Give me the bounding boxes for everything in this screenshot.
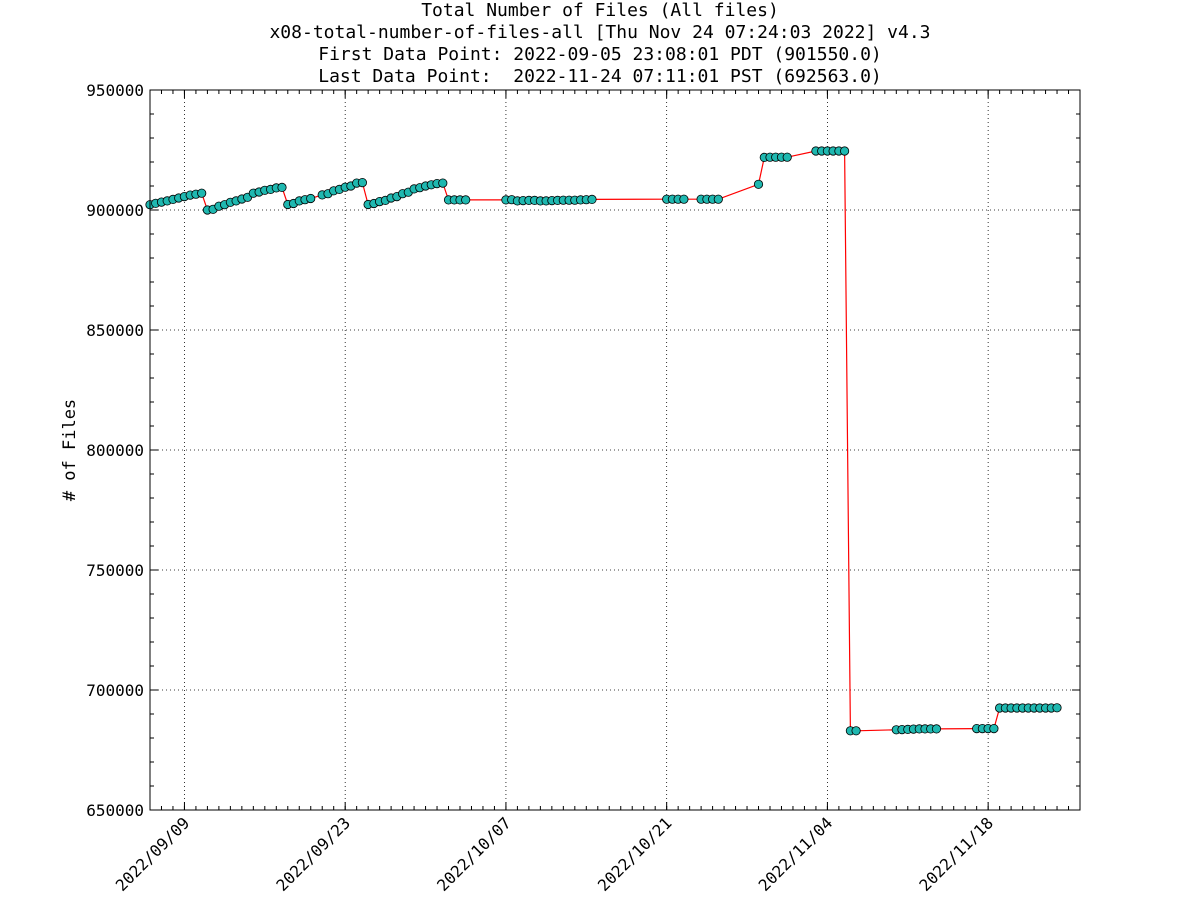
x-tick-label: 2022/09/09: [112, 813, 194, 895]
chart-title: Total Number of Files (All files): [421, 0, 779, 21]
x-tick-label: 2022/10/07: [433, 813, 515, 895]
x-tick-label: 2022/09/23: [272, 813, 354, 895]
chart-subtitle-3: Last Data Point: 2022-11-24 07:11:01 PST…: [318, 66, 882, 87]
data-point: [851, 726, 861, 736]
data-point: [461, 195, 471, 205]
chart-subtitle-2: First Data Point: 2022-09-05 23:08:01 PD…: [318, 44, 882, 65]
series-line: [149, 150, 1058, 732]
data-point: [931, 724, 942, 734]
data-point: [782, 152, 792, 162]
y-tick-label: 950000: [86, 81, 144, 100]
axis-ticks: [149, 89, 1081, 811]
data-point: [1052, 703, 1062, 713]
data-point: [713, 194, 723, 204]
data-point: [989, 723, 999, 734]
y-tick-label: 800000: [86, 441, 144, 460]
y-tick-label: 650000: [86, 801, 144, 820]
y-tick-label: 850000: [86, 321, 144, 340]
grid-lines: [150, 90, 1080, 810]
data-point: [357, 178, 367, 188]
data-point: [306, 193, 316, 204]
x-tick-labels: 2022/09/09 2022/09/23 2022/10/07 2022/10/21…: [112, 813, 997, 895]
x-tick-label: 2022/11/18: [915, 813, 997, 895]
x-tick-label: 2022/11/04: [755, 813, 837, 895]
data-point: [587, 194, 597, 204]
chart-subtitle-1: x08-total-number-of-files-all [Thu Nov 2…: [269, 22, 931, 43]
y-tick-labels: 650000 700000 750000 800000 850000 900000 9500…: [86, 81, 144, 820]
x-tick-label: 2022/10/21: [594, 813, 676, 895]
data-point: [277, 182, 287, 192]
data-point: [839, 146, 850, 156]
data-point: [679, 194, 689, 204]
data-point: [438, 178, 448, 188]
y-tick-label: 700000: [86, 681, 144, 700]
y-tick-label: 750000: [86, 561, 144, 580]
y-tick-label: 900000: [86, 201, 144, 220]
chart-titles: Total Number of Files (All files) x08-to…: [0, 0, 1200, 88]
series-group: [145, 146, 1062, 736]
data-point: [197, 188, 207, 198]
data-point: [753, 179, 764, 189]
